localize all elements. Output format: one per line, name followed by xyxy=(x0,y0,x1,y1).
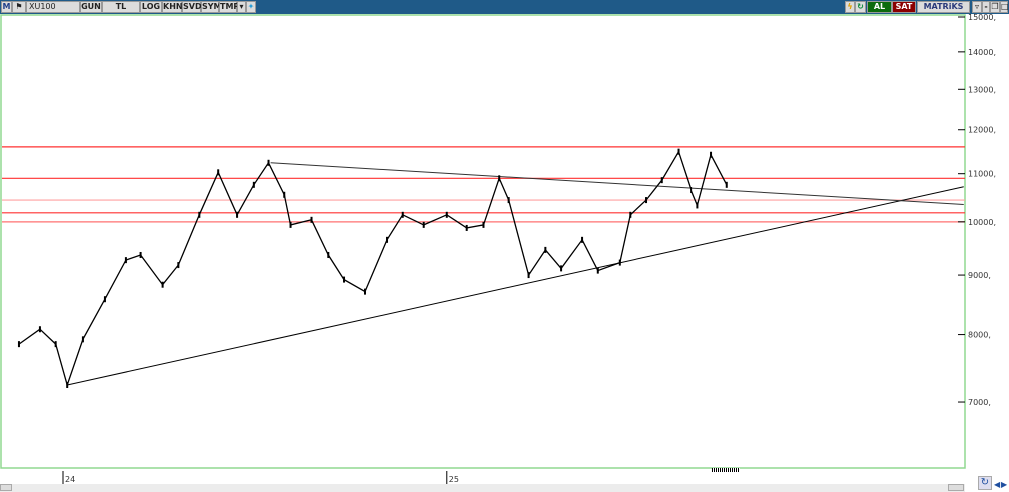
scroll-prev-icon[interactable]: ◀ xyxy=(994,480,1001,489)
price-bar xyxy=(422,221,425,228)
x-tick-label: 24 xyxy=(65,475,75,484)
y-tick-label: 7000, xyxy=(968,398,991,407)
price-bar xyxy=(482,221,485,228)
price-bar xyxy=(81,336,84,343)
price-bar xyxy=(690,187,693,194)
y-tick-label: 10000, xyxy=(968,218,996,227)
scroll-left-button[interactable] xyxy=(0,484,12,491)
price-bar xyxy=(124,257,127,264)
refresh-icon[interactable]: ↻ xyxy=(855,1,866,13)
sym-button[interactable]: SYM xyxy=(201,1,222,13)
timeline-marker xyxy=(712,468,740,472)
price-bar xyxy=(465,224,468,231)
trendline xyxy=(67,186,964,386)
price-bar xyxy=(177,262,180,269)
price-bar xyxy=(445,211,448,218)
price-bar xyxy=(645,197,648,204)
twitter-icon[interactable]: ✦ xyxy=(246,1,256,13)
price-bar xyxy=(343,276,346,283)
maximize-icon[interactable]: □ xyxy=(1000,1,1009,13)
price-bar xyxy=(629,211,632,218)
price-bar xyxy=(560,265,563,272)
price-bar xyxy=(710,151,713,158)
lightning-icon[interactable]: ϟ xyxy=(845,1,855,13)
khn-button[interactable]: KHN xyxy=(162,1,183,13)
tmp-button[interactable]: TMP xyxy=(219,1,240,13)
currency-button[interactable]: TL xyxy=(102,1,140,13)
price-bar xyxy=(677,148,680,155)
y-tick-label: 9000, xyxy=(968,271,991,280)
plot-area xyxy=(0,14,966,469)
price-bar xyxy=(363,288,366,295)
svd-button[interactable]: SVD xyxy=(182,1,202,13)
logo-button[interactable]: M xyxy=(1,1,12,13)
menu-icon[interactable]: ▿ xyxy=(972,1,982,13)
restore-icon[interactable]: ❐ xyxy=(990,1,1000,13)
price-bar xyxy=(38,326,41,333)
y-tick-label: 12000, xyxy=(968,126,996,135)
symbol-flag-icon[interactable]: ⚑ xyxy=(12,1,26,13)
sell-button[interactable]: SAT xyxy=(892,1,916,13)
y-tick-label: 11000, xyxy=(968,170,996,179)
y-tick-label: 14000, xyxy=(968,48,996,57)
price-bar xyxy=(103,296,106,303)
log-button[interactable]: LOG xyxy=(140,1,162,13)
symbol-field[interactable]: XU100 xyxy=(26,1,80,13)
price-bar xyxy=(725,181,728,188)
price-bar xyxy=(386,236,389,243)
scroll-next-icon[interactable]: ▶ xyxy=(1001,480,1008,489)
price-bar xyxy=(507,197,510,204)
price-bar xyxy=(161,281,164,288)
price-bar xyxy=(198,211,201,218)
price-bar xyxy=(660,177,663,184)
price-bar xyxy=(696,202,699,209)
price-bar xyxy=(283,191,286,198)
price-bar xyxy=(54,341,57,348)
price-bar xyxy=(217,169,220,176)
price-bar xyxy=(544,246,547,253)
brand-label: MATRiKS xyxy=(917,1,970,13)
buy-button[interactable]: AL xyxy=(867,1,892,13)
scroll-thumb[interactable] xyxy=(948,484,964,491)
y-tick-label: 8000, xyxy=(968,331,991,340)
toolbar: M ⚑ XU100 GUN TL LOG KHN SVD SYM TMP ▾ ✦… xyxy=(0,0,1009,14)
price-bar xyxy=(401,211,404,218)
price-bar xyxy=(310,216,313,223)
x-tick-label: 25 xyxy=(449,475,459,484)
price-bar xyxy=(527,272,530,279)
price-bar xyxy=(618,259,621,266)
price-bar xyxy=(66,382,69,389)
horizontal-scrollbar[interactable] xyxy=(0,468,965,492)
price-bar xyxy=(581,236,584,243)
trendline xyxy=(270,162,964,205)
y-tick-label: 13000, xyxy=(968,85,996,94)
price-bar xyxy=(498,175,501,182)
dropdown-icon[interactable]: ▾ xyxy=(237,1,246,13)
price-bar xyxy=(327,251,330,258)
price-bar xyxy=(252,181,255,188)
price-bar xyxy=(17,341,20,348)
sync-icon[interactable]: ↻ xyxy=(978,476,992,490)
price-bar xyxy=(596,267,599,274)
price-bar xyxy=(289,221,292,228)
price-bar xyxy=(267,159,270,166)
price-bar xyxy=(236,211,239,218)
price-bar xyxy=(139,251,142,258)
minimize-icon[interactable]: - xyxy=(982,1,990,13)
y-tick-label: 15000, xyxy=(968,13,996,22)
period-button[interactable]: GUN xyxy=(80,1,102,13)
